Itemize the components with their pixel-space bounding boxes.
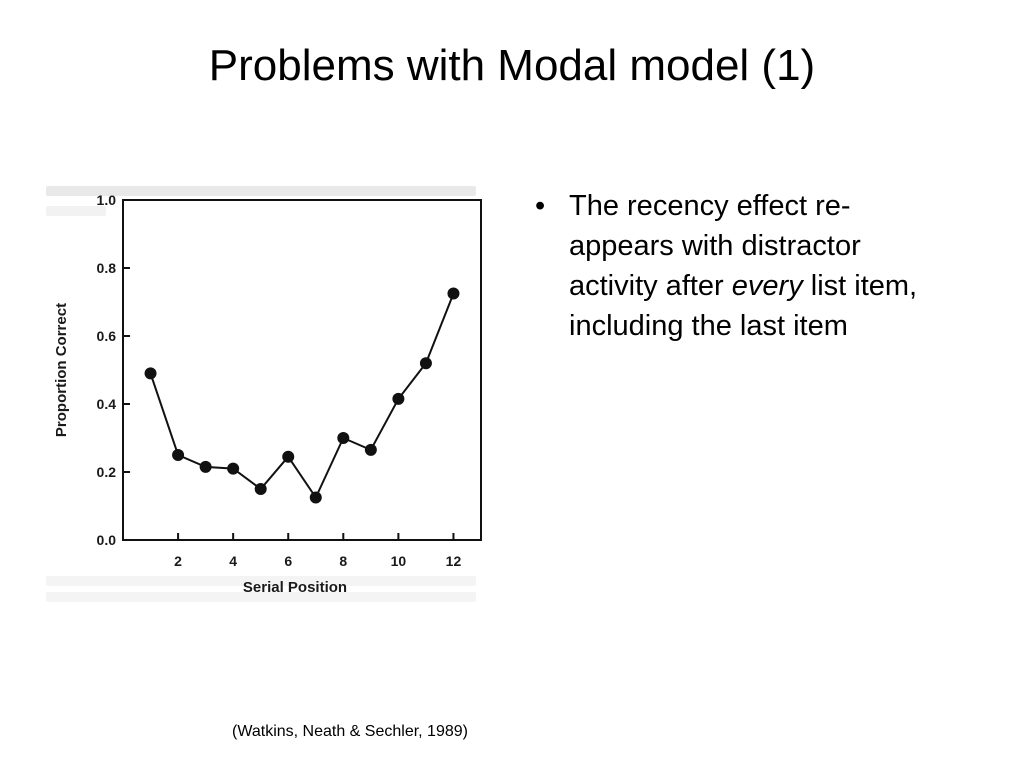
data-point [309, 491, 322, 504]
bullet-text-end: list item, including the last item [569, 270, 918, 342]
scan-artifact [46, 206, 106, 216]
y-tick-label: 0.6 [97, 328, 117, 344]
citation: (Watkins, Neath & Sechler, 1989) [232, 723, 468, 740]
data-point [364, 443, 377, 456]
x-tick-label: 6 [284, 553, 292, 569]
scan-artifact [46, 186, 476, 196]
data-point [254, 483, 267, 495]
x-tick-label: 10 [391, 553, 407, 569]
data-point [144, 367, 157, 380]
bullet-item: • The recency effect re-appears with dis… [535, 186, 925, 346]
data-point [419, 357, 432, 370]
x-tick-label: 12 [446, 553, 462, 569]
data-point [337, 432, 350, 444]
x-tick-label: 2 [174, 553, 182, 569]
data-point [447, 287, 460, 300]
y-axis: 0.0 0.2 0.4 0.6 0.8 1.0 [97, 192, 130, 548]
y-tick-label: 0.2 [97, 464, 117, 480]
data-point [199, 460, 212, 473]
chart-figure: 0.0 0.2 0.4 0.6 0.8 1.0 2 4 6 8 10 12 Serial Posit… [40, 180, 485, 605]
bullet-marker: • [535, 190, 546, 222]
scan-artifact [46, 592, 476, 602]
x-tick-label: 4 [229, 553, 237, 569]
x-axis-title: Serial Position [243, 579, 347, 596]
slide-title: Problems with Modal model (1) [208, 41, 816, 90]
data-points [144, 287, 460, 504]
y-tick-label: 0.8 [97, 260, 117, 276]
bullet-emphasis: every [731, 270, 803, 302]
line-chart: 0.0 0.2 0.4 0.6 0.8 1.0 2 4 6 8 10 12 Serial Posit… [53, 192, 482, 596]
x-tick-label: 8 [339, 553, 347, 569]
bullet-list: • The recency effect re-appears with dis… [535, 186, 925, 346]
data-point [282, 450, 295, 463]
plot-frame [122, 199, 482, 541]
y-tick-label: 1.0 [97, 192, 117, 208]
x-axis: 2 4 6 8 10 12 [174, 533, 461, 569]
y-axis-title: Proportion Correct [53, 303, 70, 437]
data-point [392, 392, 405, 405]
bullet-text-start: The recency effect re-appears with distr… [569, 190, 861, 302]
bullet-text: The recency effect re-appears with distr… [569, 186, 925, 346]
y-tick-label: 0.4 [97, 396, 117, 412]
data-point [227, 462, 240, 475]
y-tick-label: 0.0 [97, 532, 117, 548]
scan-artifact [46, 576, 476, 586]
data-point [172, 449, 185, 461]
